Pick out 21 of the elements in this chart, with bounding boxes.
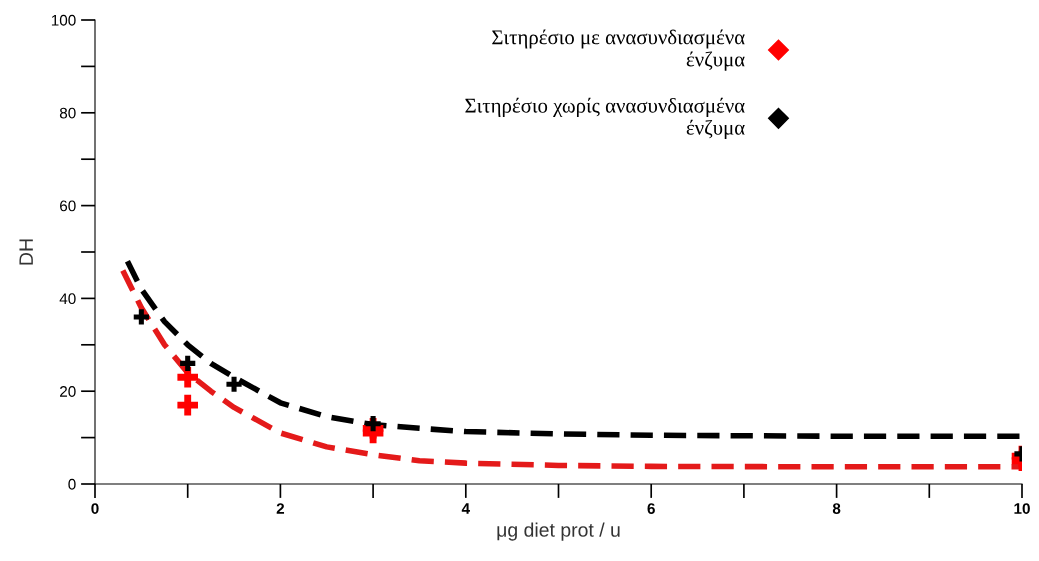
y-axis-title: DH: [19, 239, 33, 265]
x-tick-label: 0: [91, 503, 99, 514]
x-axis-title: μg diet prot / u: [497, 522, 620, 541]
x-tick-label: 4: [461, 503, 470, 514]
x-tick-label: 2: [276, 503, 285, 514]
y-tick-label: 40: [59, 293, 76, 305]
y-tick-label: 80: [59, 107, 76, 119]
y-tick-label: 0: [68, 478, 76, 490]
point: [177, 394, 198, 416]
point: [180, 355, 196, 371]
y-tick-label: 60: [60, 200, 76, 212]
x-tick-label: 10: [1014, 503, 1030, 514]
legend-label: Σιτηρέσιο με ανασυνδιασμένα ένζυμα: [492, 29, 745, 71]
y-tick-label: 20: [60, 386, 76, 397]
point: [226, 376, 242, 392]
point: [177, 366, 198, 388]
x-tick-label: 6: [647, 503, 655, 514]
x-tick-label: 8: [832, 503, 841, 514]
point: [133, 309, 149, 325]
legend-label: Σιτηρέσιο χωρίς ανασυνδιασμένα ένζυμα: [465, 97, 745, 140]
y-tick-label: 100: [51, 14, 76, 26]
